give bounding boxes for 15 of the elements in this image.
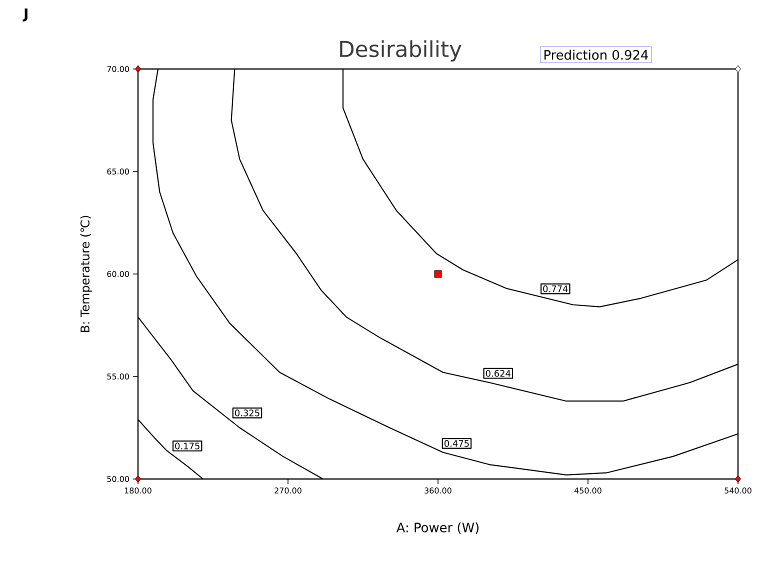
series-label: 0.475 <box>444 440 469 447</box>
point <box>135 65 141 73</box>
text: Prediction 0.924 <box>544 50 648 60</box>
point <box>434 270 442 278</box>
point <box>135 475 141 483</box>
point <box>735 475 741 483</box>
x-axis-title: A: Power (W) <box>396 522 479 534</box>
chart-title: Desirability <box>340 40 462 62</box>
series-label: 0.325 <box>235 410 260 416</box>
series-label: 0.175 <box>175 442 200 450</box>
series-label: 0.624 <box>486 370 510 377</box>
text: J <box>22 8 28 22</box>
point <box>735 65 741 73</box>
y-axis-title: B: Temperature (℃) <box>80 216 92 332</box>
series-label: 0.774 <box>543 285 568 292</box>
